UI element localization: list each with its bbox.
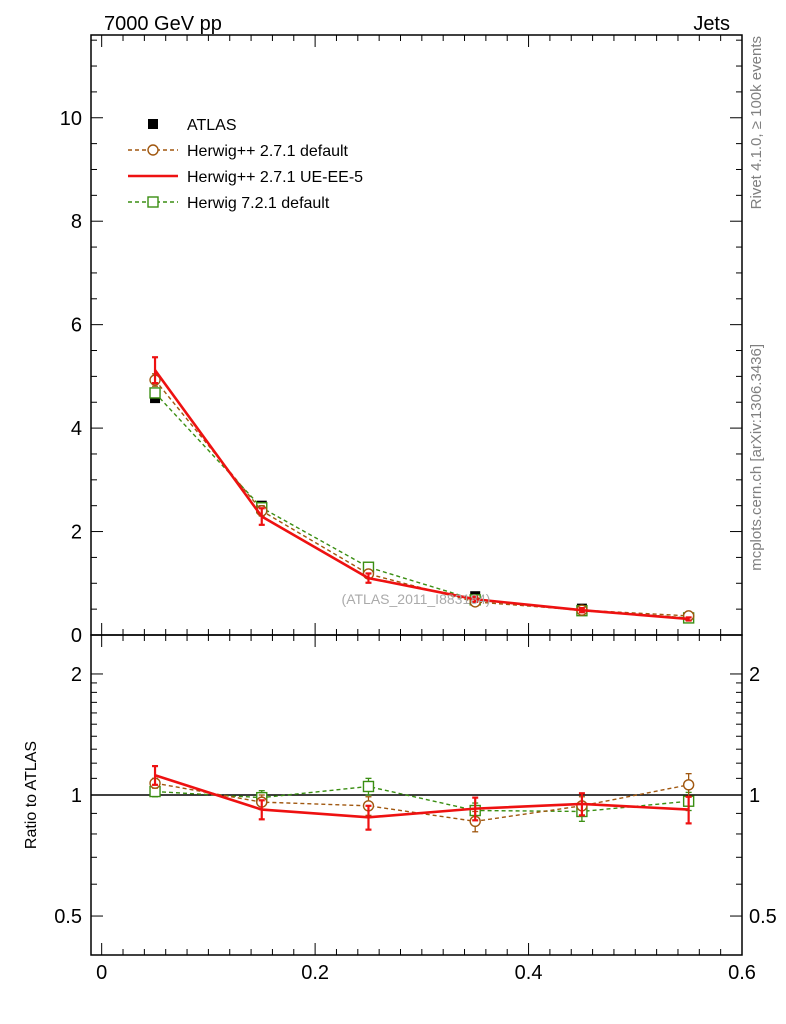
marker-herwigpp_default	[682, 779, 695, 791]
ratio-ytick-label-right: 1	[749, 785, 760, 807]
marker-herwig7	[362, 780, 375, 793]
main-ytick-label: 2	[71, 522, 82, 544]
xtick-label: 0.6	[728, 962, 756, 984]
marker-herwig7	[149, 387, 161, 399]
legend-label-atlas: ATLAS	[187, 117, 237, 134]
xtick-label: 0.2	[301, 962, 329, 984]
legend: ATLAS Herwig++ 2.7.1 default Herwig++ 2.7.…	[128, 117, 363, 212]
series-line-herwigpp_ueee5	[154, 773, 689, 819]
ratio-ylabel: Ratio to ATLAS	[23, 741, 40, 849]
series-line-herwigpp_ueee5	[153, 369, 689, 621]
main-ytick-label: 8	[71, 211, 82, 233]
main-ytick-label: 0	[71, 625, 82, 647]
series-line-herwigpp_default	[154, 379, 689, 617]
analysis-watermark: (ATLAS_2011_I883184)	[342, 591, 491, 607]
main-ytick-label: 4	[71, 418, 82, 440]
header-left-title: 7000 GeV pp	[104, 13, 222, 35]
ratio-panel: 0 0.2 0.4 0.6 0.5 0.5 1 1 2 2	[54, 35, 777, 984]
legend-label-herwigpp_default: Herwig++ 2.7.1 default	[187, 143, 349, 160]
header-right-title: Jets	[693, 13, 730, 35]
rivet-version-label: Rivet 4.1.0, ≥ 100k events	[748, 36, 765, 209]
main-panel: 0 2 4 6 8 10	[60, 34, 743, 647]
series-line-herwig7	[154, 785, 689, 813]
xtick-label: 0.4	[515, 962, 543, 984]
legend-label-herwigpp_ueee5: Herwig++ 2.7.1 UE-EE-5	[187, 169, 363, 186]
legend-label-herwig7: Herwig 7.2.1 default	[187, 195, 330, 212]
xtick-label: 0	[96, 962, 107, 984]
mcplots-reference-label: mcplots.cern.ch [arXiv:1306.3436]	[748, 344, 765, 571]
ratio-ytick-label: 0.5	[54, 906, 82, 928]
main-ytick-label: 10	[60, 108, 82, 130]
legend-marker-herwigpp_default	[147, 144, 159, 156]
ratio-ytick-label: 2	[71, 664, 82, 686]
ratio-ytick-label-right: 2	[749, 664, 760, 686]
legend-marker-atlas	[148, 119, 158, 129]
ratio-ytick-label-right: 0.5	[749, 906, 777, 928]
ratio-ytick-label: 1	[71, 785, 82, 807]
legend-marker-herwig7	[147, 196, 159, 208]
series-line-herwig7	[154, 392, 689, 619]
main-ytick-label: 6	[71, 315, 82, 337]
